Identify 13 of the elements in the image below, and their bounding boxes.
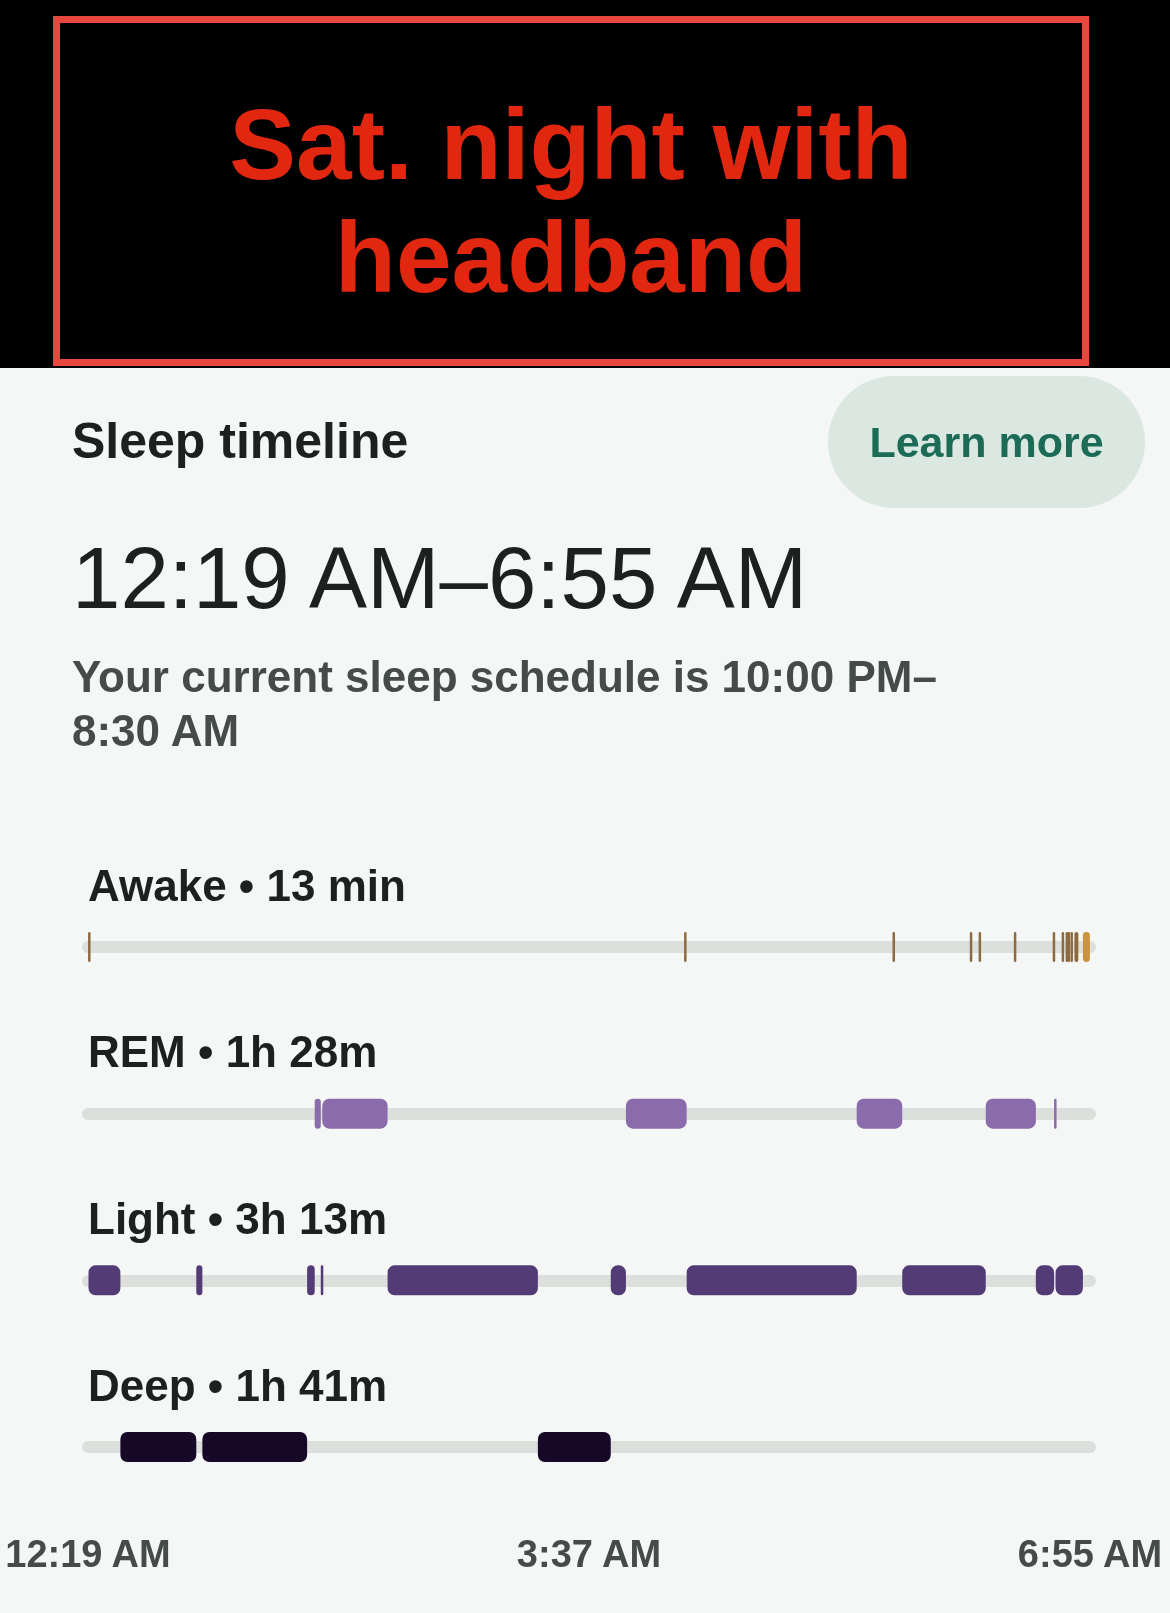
text: 12:19 AM–6:55 AM: [72, 528, 808, 628]
bar: [1074, 932, 1079, 962]
x-tick-label: 3:37 AM: [516, 1533, 662, 1575]
chart-subtitle: Sleep timeline: [72, 412, 409, 470]
x-tick-label: 6:55 AM: [1017, 1533, 1163, 1575]
y-tick-label: REM • 1h 28m: [88, 1027, 378, 1077]
y-tick-label: Awake • 13 min: [88, 860, 406, 910]
y-tick-label: Light • 3h 13m: [88, 1193, 387, 1243]
text: Learn more: [868, 417, 1105, 468]
chart-title: Sat. night with headband: [228, 88, 914, 314]
x-tick-label: 12:19 AM: [5, 1533, 171, 1575]
text: Your current sleep schedule is 10:00 PM–8:30 AM: [72, 651, 938, 757]
y-tick-label: Deep • 1h 41m: [88, 1360, 388, 1410]
